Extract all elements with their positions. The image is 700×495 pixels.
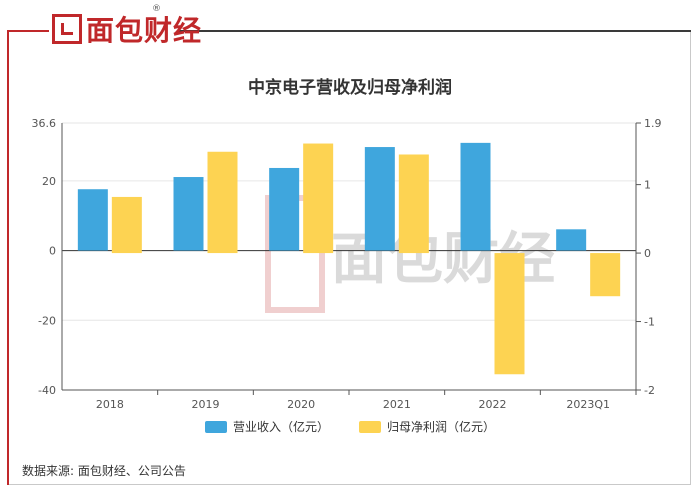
x-tick-label: 2019 bbox=[192, 398, 220, 411]
y-right-tick-label: -2 bbox=[644, 384, 655, 397]
legend-swatch-revenue bbox=[204, 420, 227, 433]
brand-logo: 面包财经 bbox=[52, 9, 202, 49]
axes bbox=[61, 122, 641, 395]
bar-net-profit bbox=[111, 196, 142, 254]
y-right-tick-label: 1.9 bbox=[644, 117, 662, 130]
y-left-tick-label: 20 bbox=[42, 175, 56, 188]
data-source: 数据来源: 面包财经、公司公告 bbox=[22, 464, 186, 478]
grid-lines bbox=[62, 122, 636, 391]
bar-revenue bbox=[460, 142, 491, 251]
y-right-tick-label: 1 bbox=[644, 179, 651, 192]
bar-revenue bbox=[364, 147, 395, 251]
bar-revenue bbox=[269, 167, 300, 251]
x-tick-label: 2022 bbox=[479, 398, 507, 411]
bar-revenue bbox=[173, 177, 204, 251]
bar-net-profit bbox=[303, 143, 334, 254]
frame-accent-top bbox=[7, 30, 49, 32]
bar-revenue bbox=[556, 229, 587, 251]
bars bbox=[77, 142, 621, 375]
x-tick-label: 2023Q1 bbox=[566, 398, 610, 411]
x-tick-label: 2018 bbox=[96, 398, 124, 411]
legend: 营业收入（亿元） 归母净利润（亿元） bbox=[0, 418, 700, 435]
axis-labels: 36.6 20 0 -20 -40 1.9 1 0 -1 -2 2018 2019 2020 2021 20… bbox=[32, 117, 662, 411]
y-right-tick-label: -1 bbox=[644, 316, 655, 329]
y-left-tick-label: -40 bbox=[38, 384, 56, 397]
frame-top-rule bbox=[178, 30, 691, 32]
chart-title: 中京电子营收及归母净利润 bbox=[248, 78, 452, 98]
y-left-tick-label: -20 bbox=[38, 314, 56, 327]
logo-mark bbox=[52, 14, 82, 44]
brand-name: 面包财经 bbox=[86, 14, 203, 47]
registered-mark: ® bbox=[152, 4, 161, 14]
x-tick-label: 2021 bbox=[383, 398, 411, 411]
legend-item-revenue[interactable]: 营业收入（亿元） bbox=[204, 418, 329, 435]
legend-swatch-profit bbox=[359, 420, 381, 433]
bar-net-profit bbox=[207, 151, 238, 254]
y-left-tick-label: 36.6 bbox=[32, 117, 57, 130]
bar-net-profit bbox=[590, 253, 621, 297]
bar-net-profit bbox=[398, 154, 429, 254]
legend-label-revenue: 营业收入（亿元） bbox=[232, 420, 329, 434]
bar-revenue bbox=[77, 189, 108, 251]
legend-label-profit: 归母净利润（亿元） bbox=[387, 420, 496, 434]
x-tick-label: 2020 bbox=[287, 398, 315, 411]
legend-item-profit[interactable]: 归母净利润（亿元） bbox=[359, 418, 495, 435]
frame-accent-left bbox=[7, 30, 9, 485]
bar-net-profit bbox=[494, 253, 525, 375]
y-right-tick-label: 0 bbox=[644, 247, 651, 260]
y-left-tick-label: 0 bbox=[49, 245, 56, 258]
